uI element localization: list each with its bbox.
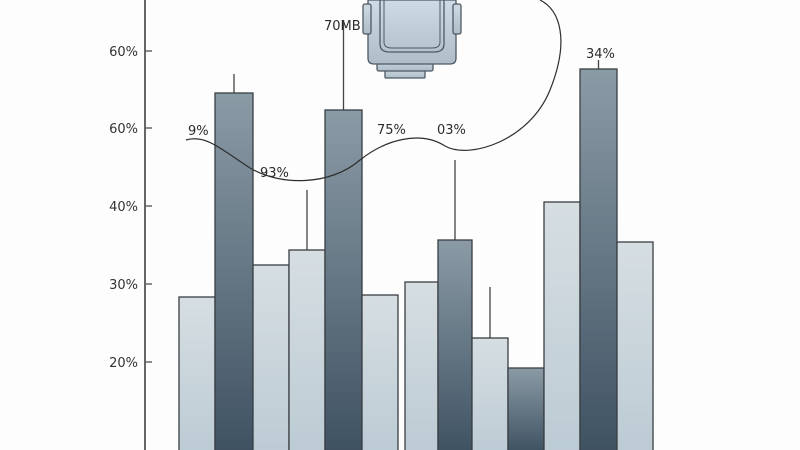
bar-light (404, 281, 439, 450)
bar-dark (507, 367, 545, 450)
y-tick-label: 60% (109, 122, 138, 137)
memory-chip-icon (362, 0, 462, 79)
annotation-label: 75% (377, 123, 406, 138)
bar-light (361, 294, 399, 450)
y-tick-label: 40% (109, 200, 138, 215)
bar-light (471, 337, 509, 450)
bar-light (178, 296, 216, 450)
bar-dark (324, 109, 363, 450)
bar-light (252, 264, 290, 450)
annotation-label: 9% (188, 124, 209, 139)
y-tick-label: 60% (109, 45, 138, 60)
y-tick-label: 30% (109, 278, 138, 293)
bar-light (288, 249, 326, 450)
bar-dark (579, 68, 618, 450)
y-tick-label: 20% (109, 356, 138, 371)
bar-dark (214, 92, 254, 450)
annotation-label: 93% (260, 166, 289, 181)
data-labels: 9% 93% 75% 03% 34% 70MB (188, 19, 615, 181)
trend-curve (185, 0, 562, 182)
bar-dark (437, 239, 473, 450)
annotation-label: 34% (586, 47, 615, 62)
bar-series (178, 20, 654, 450)
bar-light (616, 241, 654, 450)
bar-light (543, 201, 581, 450)
y-axis-ticks: 60% 60% 40% 30% 20% (109, 45, 152, 371)
annotation-label: 70MB (324, 19, 361, 34)
annotation-label: 03% (437, 123, 466, 138)
